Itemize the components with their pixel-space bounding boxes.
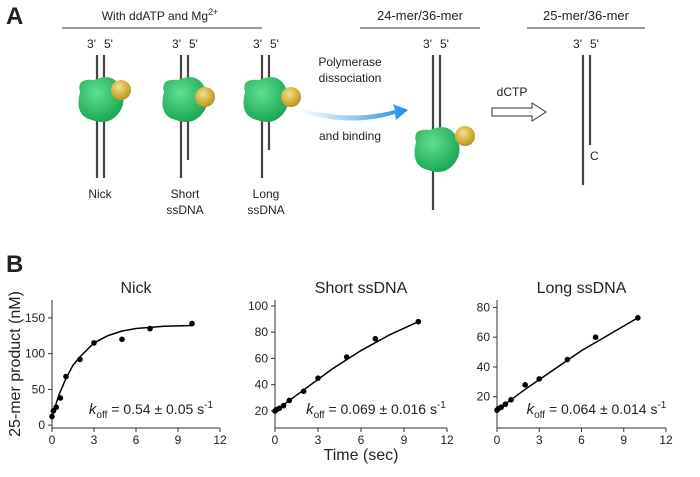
data-point	[119, 336, 125, 343]
strand-end: 3'	[172, 37, 181, 51]
group-title: With ddATP and Mg2+	[102, 7, 219, 23]
data-point	[592, 334, 599, 341]
y-tick-label: 150	[25, 311, 45, 325]
substrate-label: Short	[171, 187, 200, 201]
annotation-part: -1	[204, 400, 213, 411]
chart-title: Nick	[120, 280, 152, 297]
x-tick-label: 3	[315, 433, 322, 447]
fit-curve	[496, 317, 639, 411]
annotation-part: -1	[657, 400, 666, 411]
data-point	[372, 335, 379, 342]
substrate-label: Long	[253, 187, 280, 201]
annotation-part: k	[89, 401, 98, 418]
x-tick-label: 3	[91, 433, 98, 447]
arrow-label: and binding	[319, 129, 381, 143]
strand-end: 5'	[270, 37, 279, 51]
y-tick-label: 40	[477, 360, 491, 374]
annotation-part: k	[306, 401, 315, 418]
x-tick-label: 9	[175, 433, 182, 447]
arrow-label: Polymerase	[318, 55, 382, 69]
x-tick-label: 6	[578, 433, 585, 447]
x-tick-label: 0	[272, 433, 279, 447]
arrow-label: dissociation	[319, 71, 382, 85]
group-title-text: With ddATP and Mg	[102, 9, 208, 23]
x-tick-label: 9	[401, 433, 408, 447]
arrow-label: dCTP	[497, 85, 528, 99]
group-title: 25-mer/36-mer	[543, 8, 630, 23]
annotation-part: k	[527, 401, 536, 418]
y-tick-label: 100	[25, 347, 45, 361]
y-tick-label: 20	[255, 404, 269, 418]
x-tick-label: 12	[213, 433, 227, 447]
annotation-part: = 0.064 ± 0.014 s	[545, 401, 657, 417]
x-tick-label: 0	[49, 433, 56, 447]
strand-end: 5'	[189, 37, 198, 51]
panel-label: A	[6, 3, 23, 30]
strand-end: 3'	[423, 37, 432, 51]
strand-end: 3'	[87, 37, 96, 51]
annotation-part: = 0.54 ± 0.05 s	[107, 401, 204, 417]
x-tick-label: 12	[440, 433, 454, 447]
annotation-part: off	[534, 410, 545, 421]
fit-curve	[274, 320, 419, 412]
x-tick-label: 6	[133, 433, 140, 447]
annotation-part: -1	[437, 400, 446, 411]
koff-annotation: koff = 0.064 ± 0.014 s-1	[527, 400, 667, 421]
added-base: C	[590, 149, 599, 163]
x-axis-label: Time (sec)	[324, 447, 399, 464]
data-point	[315, 375, 321, 381]
dissociation-arrow	[300, 104, 408, 121]
dctp-arrow	[491, 102, 547, 122]
koff-annotation: koff = 0.54 ± 0.05 s-1	[89, 400, 214, 421]
y-tick-label: 40	[255, 378, 269, 392]
group-title: 24-mer/36-mer	[377, 8, 464, 23]
annotation-part: = 0.069 ± 0.016 s	[325, 401, 437, 417]
strand-end: 3'	[573, 37, 582, 51]
x-tick-label: 3	[536, 433, 543, 447]
strand-end-labels: 3' 5' 3' 5' 3' 5' 3' 5' 3' 5'	[87, 37, 599, 51]
substrate-label: Nick	[88, 187, 112, 201]
y-axis-label: 25-mer product (nM)	[7, 291, 24, 437]
strand-end: 5'	[590, 37, 599, 51]
x-tick-label: 6	[358, 433, 365, 447]
y-tick-label: 80	[255, 325, 269, 339]
fit-curve	[51, 324, 193, 417]
y-tick-label: 80	[477, 300, 491, 314]
y-tick-label: 100	[248, 299, 268, 313]
y-tick-label: 0	[38, 418, 45, 432]
y-tick-label: 60	[477, 330, 491, 344]
substrate-label: ssDNA	[166, 203, 203, 217]
data-point	[415, 318, 422, 325]
y-tick-label: 50	[32, 382, 46, 396]
strand-end: 5'	[104, 37, 113, 51]
y-tick-label: 60	[255, 351, 269, 365]
polymerase-icons	[78, 77, 475, 172]
annotation-part: off	[96, 410, 107, 421]
panel-label: B	[6, 251, 23, 278]
strand-end: 3'	[253, 37, 262, 51]
strand-end: 5'	[440, 37, 449, 51]
x-tick-label: 9	[620, 433, 627, 447]
group-title-sup: 2+	[208, 7, 218, 17]
data-point	[300, 388, 307, 395]
annotation-part: off	[314, 410, 325, 421]
y-tick-label: 20	[477, 390, 491, 404]
x-tick-label: 0	[494, 433, 501, 447]
x-tick-label: 12	[659, 433, 673, 447]
data-point	[522, 382, 528, 388]
chart-title: Long ssDNA	[537, 280, 627, 297]
koff-annotation: koff = 0.069 ± 0.016 s-1	[306, 400, 446, 421]
chart-title: Short ssDNA	[315, 280, 408, 297]
substrate-label: ssDNA	[247, 203, 284, 217]
